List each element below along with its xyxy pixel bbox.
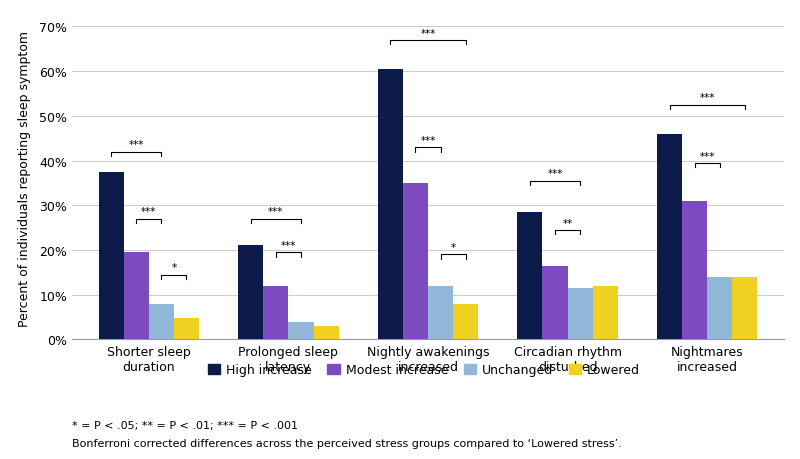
Bar	[568, 288, 593, 340]
Bar	[288, 322, 314, 340]
Bar	[657, 134, 682, 340]
Bar	[403, 184, 428, 340]
Bar	[453, 304, 478, 340]
Text: ***: ***	[268, 207, 283, 217]
Bar	[378, 70, 403, 340]
Bar	[428, 286, 453, 340]
Bar	[263, 286, 288, 340]
Bar	[149, 304, 174, 340]
Bar	[542, 266, 568, 340]
Text: ***: ***	[281, 241, 296, 251]
Y-axis label: Percent of individuals reporting sleep symptom: Percent of individuals reporting sleep s…	[18, 31, 31, 327]
Text: ***: ***	[699, 93, 715, 103]
Text: ***: ***	[141, 207, 157, 217]
Text: ***: ***	[547, 169, 562, 179]
Legend: High increase, Modest increase, Unchanged, Lowered: High increase, Modest increase, Unchange…	[202, 358, 646, 381]
Text: **: **	[562, 218, 573, 228]
Text: ***: ***	[420, 135, 436, 146]
Bar	[732, 277, 758, 340]
Text: ***: ***	[129, 140, 144, 150]
Bar	[174, 319, 199, 340]
Text: *: *	[171, 263, 177, 273]
Text: ***: ***	[420, 28, 436, 39]
Bar	[238, 246, 263, 340]
Text: Bonferroni corrected differences across the perceived stress groups compared to : Bonferroni corrected differences across …	[72, 438, 622, 448]
Bar	[593, 286, 618, 340]
Text: * = P < .05; ** = P < .01; *** = P < .001: * = P < .05; ** = P < .01; *** = P < .00…	[72, 420, 298, 430]
Bar	[314, 326, 338, 340]
Bar	[98, 172, 124, 340]
Bar	[707, 277, 732, 340]
Text: *: *	[450, 243, 456, 252]
Text: ***: ***	[699, 151, 715, 161]
Bar	[124, 252, 149, 340]
Bar	[518, 213, 542, 340]
Bar	[682, 202, 707, 340]
